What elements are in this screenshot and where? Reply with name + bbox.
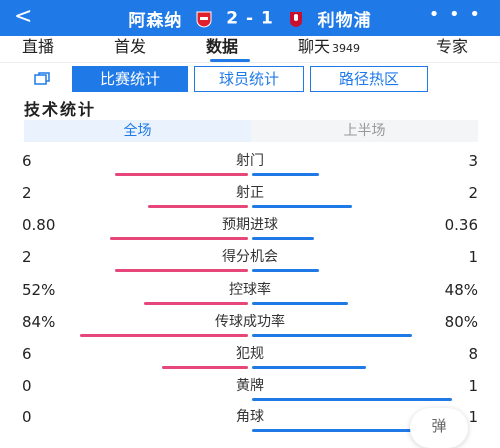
- stat-label: 射正: [236, 185, 264, 201]
- home-value: 0.80: [22, 216, 56, 234]
- segment-player-stats[interactable]: 球员统计: [194, 66, 304, 92]
- home-value: 2: [22, 184, 32, 202]
- home-bar: [144, 302, 248, 305]
- stat-row: 0 角球 1: [0, 408, 500, 438]
- away-value: 48%: [444, 281, 478, 299]
- segment-heatmap[interactable]: 路径热区: [310, 66, 428, 92]
- away-bar: [252, 237, 314, 240]
- home-value: 0: [22, 408, 32, 426]
- away-value: 8: [468, 345, 478, 363]
- home-bar: [148, 205, 248, 208]
- away-bar: [252, 398, 452, 401]
- away-value: 80%: [444, 313, 478, 331]
- back-button[interactable]: <: [14, 4, 33, 29]
- stat-row: 0 黄牌 1: [0, 377, 500, 407]
- score: 2 - 1: [226, 8, 274, 29]
- tab-live[interactable]: 直播: [22, 37, 55, 56]
- tab-data[interactable]: 数据: [206, 37, 239, 56]
- away-value: 1: [468, 248, 478, 266]
- home-bar: [110, 237, 248, 240]
- stat-row: 6 射门 3: [0, 152, 500, 182]
- away-value: 2: [468, 184, 478, 202]
- home-team-name: 阿森纳: [128, 11, 183, 31]
- tab-bar: 直播 首发 数据 聊天 3949 专家: [0, 36, 500, 63]
- section-title: 技术统计: [24, 100, 97, 119]
- danmaku-button[interactable]: 弹: [410, 408, 468, 448]
- active-tab-indicator: [210, 59, 250, 62]
- match-header: < 阿森纳 2 - 1 利物浦 • • •: [0, 0, 500, 36]
- match-title: 阿森纳 2 - 1 利物浦: [0, 6, 500, 32]
- home-value: 0: [22, 377, 32, 395]
- liverpool-crest-icon: [289, 11, 302, 27]
- stat-row: 6 犯规 8: [0, 345, 500, 375]
- home-bar: [162, 366, 248, 369]
- period-first-half[interactable]: 上半场: [343, 123, 386, 139]
- away-value: 3: [468, 152, 478, 170]
- stat-row: 52% 控球率 48%: [0, 281, 500, 311]
- home-value: 2: [22, 248, 32, 266]
- period-tabs: 全场 上半场: [24, 120, 478, 142]
- home-value: 6: [22, 345, 32, 363]
- away-value: 1: [468, 377, 478, 395]
- tab-lineup[interactable]: 首发: [114, 37, 147, 56]
- more-icon[interactable]: • • •: [428, 4, 482, 25]
- stat-label: 预期进球: [222, 217, 278, 233]
- home-value: 84%: [22, 313, 56, 331]
- away-bar: [252, 205, 352, 208]
- away-bar: [252, 173, 319, 176]
- period-full[interactable]: 全场: [24, 120, 251, 142]
- stat-row: 2 得分机会 1: [0, 248, 500, 278]
- away-bar: [252, 334, 412, 337]
- home-bar: [80, 334, 248, 337]
- away-value: 0.36: [444, 216, 478, 234]
- tab-expert[interactable]: 专家: [436, 37, 469, 56]
- stat-label: 角球: [236, 409, 264, 425]
- stat-row: 0.80 预期进球 0.36: [0, 216, 500, 246]
- away-bar: [252, 366, 366, 369]
- away-bar: [252, 269, 319, 272]
- stat-label: 犯规: [236, 346, 264, 362]
- share-icon[interactable]: [34, 72, 50, 86]
- stat-label: 射门: [236, 153, 264, 169]
- stat-label: 黄牌: [236, 378, 264, 394]
- stat-label: 得分机会: [222, 249, 278, 265]
- away-team-name: 利物浦: [317, 11, 372, 31]
- stat-label: 传球成功率: [215, 314, 285, 330]
- stat-row: 2 射正 2: [0, 184, 500, 214]
- arsenal-crest-icon: [196, 11, 212, 28]
- home-value: 52%: [22, 281, 56, 299]
- tab-chat[interactable]: 聊天 3949: [298, 37, 361, 56]
- away-bar: [252, 429, 452, 432]
- home-bar: [115, 269, 248, 272]
- stat-row: 84% 传球成功率 80%: [0, 313, 500, 343]
- stat-label: 控球率: [229, 282, 271, 298]
- segment-match-stats[interactable]: 比赛统计: [72, 66, 188, 92]
- chat-count: 3949: [332, 42, 361, 55]
- home-value: 6: [22, 152, 32, 170]
- away-bar: [252, 302, 348, 305]
- home-bar: [115, 173, 248, 176]
- away-value: 1: [468, 408, 478, 426]
